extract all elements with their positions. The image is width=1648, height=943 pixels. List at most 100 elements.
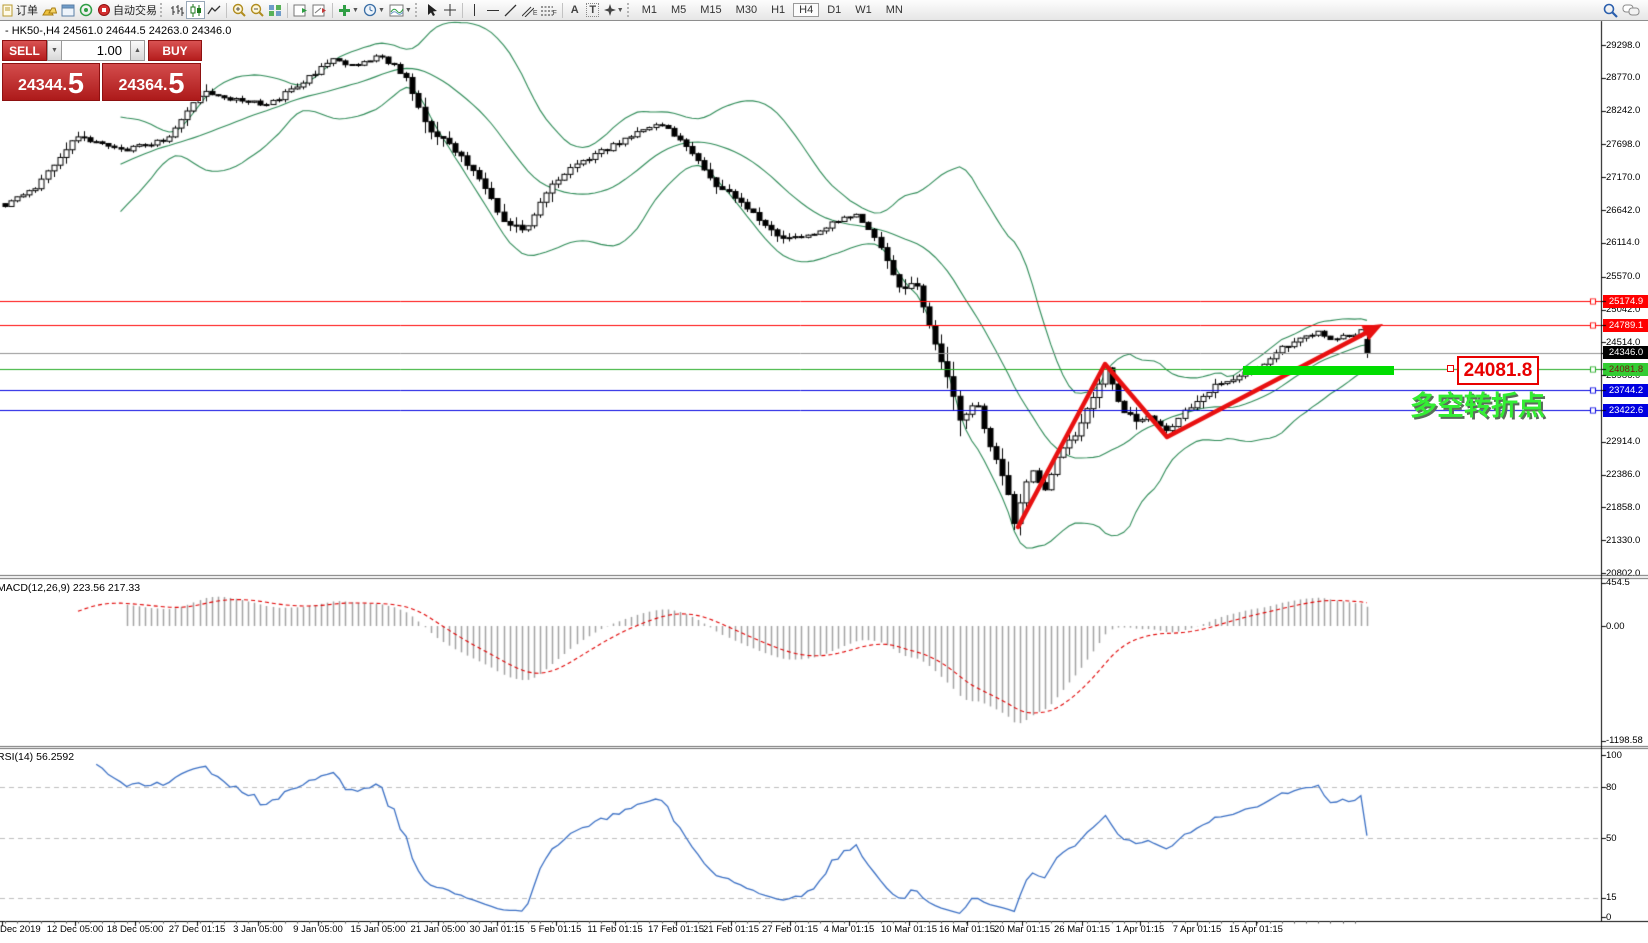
text-tool-button[interactable]: A (566, 1, 584, 19)
trade-panel-top-row: SELL ▼ 1.00 ▲ BUY (2, 40, 204, 61)
ohlc-values-text: 24561.0 24644.5 24263.0 24346.0 (63, 25, 232, 37)
chart-shift-button[interactable] (291, 1, 310, 19)
text-label-tool-button[interactable]: T (584, 1, 602, 19)
crosshair-icon (443, 4, 456, 16)
chevron-down-icon: ▼ (404, 6, 412, 14)
zoom-out-button[interactable] (248, 1, 266, 19)
sell-price-main: 24344. (17, 77, 67, 94)
trendline-icon (504, 4, 517, 16)
symbol-period-text: HK50-,H4 (11, 25, 61, 37)
market-button[interactable] (40, 1, 59, 19)
fibonacci-tool-button[interactable]: F (539, 1, 558, 19)
horizontal-line-tool-button[interactable] (484, 1, 502, 19)
chevron-down-icon: ▼ (377, 6, 385, 14)
horizontal-line-icon (486, 9, 499, 11)
text-label-tool-letter: T (586, 3, 600, 17)
shapes-star-icon (603, 4, 616, 16)
template-dropdown-button[interactable]: ▼ (387, 1, 414, 19)
buy-price-big-digit: 5 (168, 68, 185, 101)
autotrading-button[interactable]: 自动交易 (95, 1, 159, 19)
shapes-dropdown-button[interactable]: ▼ (602, 1, 626, 19)
channel-tool-letter: E (532, 9, 538, 17)
period-dropdown-button[interactable]: ▼ (361, 1, 387, 19)
trendline-tool-button[interactable] (502, 1, 520, 19)
toolbar-grip (160, 3, 165, 17)
tile-windows-icon (269, 4, 281, 16)
tile-windows-button[interactable] (266, 1, 284, 19)
autotrading-label: 自动交易 (113, 5, 157, 17)
chevron-down-icon: ▼ (352, 6, 359, 14)
lot-size-input[interactable]: 1.00 (62, 40, 130, 61)
signals-button[interactable] (77, 1, 95, 19)
add-indicator-plus-icon (339, 4, 350, 16)
trade-panel-price-row: 24344. 5 24364. 5 (2, 63, 204, 101)
line-chart-type-button[interactable] (205, 1, 223, 19)
lot-increase-button[interactable]: ▲ (130, 40, 145, 61)
toolbar-grip (626, 3, 632, 17)
cursor-icon (427, 4, 437, 16)
bar-chart-type-button[interactable] (168, 1, 186, 19)
toolbar-separator (461, 2, 463, 18)
chevron-down-icon: ▼ (616, 6, 624, 14)
order-doc-icon (2, 4, 13, 16)
line-chart-icon (207, 5, 221, 14)
fibonacci-icon (541, 6, 554, 15)
timeframe-group: M1 M5 M15 M30 H1 H4 D1 W1 MN (635, 3, 910, 17)
new-order-button[interactable]: 订单 (0, 1, 40, 19)
fibonacci-tool-letter: F (552, 9, 557, 17)
rsi-value: 56.2592 (36, 751, 75, 763)
timeframe-w1-button[interactable]: W1 (855, 4, 872, 16)
crosshair-tool-button[interactable] (441, 1, 459, 19)
turning-point-annotation[interactable]: 多空转折点 (1410, 391, 1545, 421)
signals-icon (79, 3, 93, 17)
chart-window-button[interactable] (59, 1, 77, 19)
add-indicator-button[interactable]: ▼ (336, 1, 361, 19)
toolbar: 订单 自动交易 (0, 0, 1648, 21)
buy-button[interactable]: BUY (148, 40, 202, 61)
lot-decrease-button[interactable]: ▼ (47, 40, 62, 61)
one-click-trade-panel: SELL ▼ 1.00 ▲ BUY 24344. 5 24364. 5 (2, 40, 204, 101)
template-icon (389, 4, 404, 16)
line-anchor-marker[interactable] (1447, 365, 1454, 372)
price-annotation-box[interactable]: 24081.8 (1457, 356, 1539, 385)
timeframe-mn-button[interactable]: MN (885, 4, 903, 16)
timeframe-h1-button[interactable]: H1 (771, 4, 786, 16)
support-zone-highlight[interactable] (1243, 366, 1394, 375)
symbol-marker: - (5, 25, 9, 37)
buy-price-main: 24364. (118, 77, 168, 94)
timeframe-m30-button[interactable]: M30 (735, 4, 758, 16)
cursor-tool-button[interactable] (423, 1, 441, 19)
toolbar-grip (414, 3, 420, 17)
clock-icon (363, 3, 377, 17)
macd-main-value: 223.56 (72, 582, 105, 594)
chat-button[interactable] (1620, 1, 1642, 19)
chart-symbol-label: - HK50-,H4 24561.0 24644.5 24263.0 24346… (5, 25, 231, 37)
chart-shift-icon (293, 4, 307, 16)
search-button[interactable] (1601, 1, 1620, 19)
timeframe-m5-button[interactable]: M5 (670, 4, 687, 16)
macd-indicator-label: MACD(12,26,9) 223.56 217.33 (0, 582, 140, 594)
zoom-in-icon (232, 3, 246, 17)
toolbar-separator (226, 2, 227, 18)
candlestick-chart-type-button[interactable] (186, 1, 205, 19)
timeframe-h4-button[interactable]: H4 (793, 3, 820, 17)
timeframe-d1-button[interactable]: D1 (827, 4, 842, 16)
buy-price-button[interactable]: 24364. 5 (102, 63, 201, 101)
channel-tool-button[interactable]: E (520, 1, 540, 19)
sell-price-button[interactable]: 24344. 5 (2, 63, 100, 101)
autotrading-icon (98, 4, 110, 16)
macd-name: MACD(12,26,9) (0, 582, 70, 594)
sell-button[interactable]: SELL (2, 40, 47, 61)
new-order-label: 订单 (16, 5, 38, 17)
timeframe-m1-button[interactable]: M1 (641, 4, 657, 16)
vertical-line-tool-button[interactable] (466, 1, 484, 19)
auto-scroll-button[interactable] (310, 1, 329, 19)
zoom-in-button[interactable] (230, 1, 248, 19)
vertical-line-icon (474, 4, 476, 16)
timeframe-m15-button[interactable]: M15 (700, 4, 722, 16)
toolbar-separator (287, 2, 288, 18)
gold-ingots-icon (42, 7, 57, 15)
bar-chart-icon (171, 4, 184, 16)
